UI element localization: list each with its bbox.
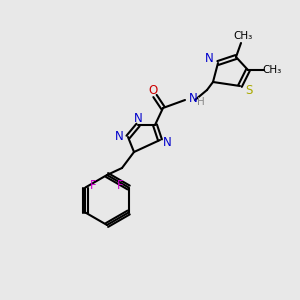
- Text: N: N: [163, 136, 172, 148]
- Text: CH₃: CH₃: [233, 31, 253, 41]
- Text: F: F: [117, 179, 124, 192]
- Text: H: H: [197, 97, 205, 107]
- Text: F: F: [90, 179, 97, 192]
- Text: O: O: [148, 83, 158, 97]
- Text: S: S: [245, 85, 252, 98]
- Text: N: N: [134, 112, 142, 124]
- Text: N: N: [189, 92, 198, 104]
- Text: N: N: [205, 52, 214, 64]
- Text: N: N: [115, 130, 124, 142]
- Text: CH₃: CH₃: [262, 65, 282, 75]
